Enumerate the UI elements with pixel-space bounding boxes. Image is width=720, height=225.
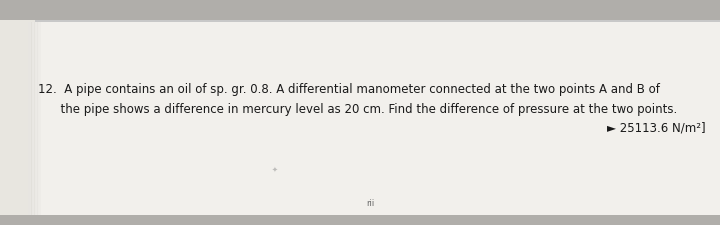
Bar [0, 215, 720, 225]
Text: the pipe shows a difference in mercury level as 20 cm. Find the difference of pr: the pipe shows a difference in mercury l… [38, 104, 678, 117]
Bar [37, 22, 39, 217]
Bar [31, 22, 33, 217]
Bar [0, 0, 35, 225]
Bar [28, 22, 30, 217]
Text: ✦: ✦ [272, 167, 278, 173]
Text: rii: rii [366, 198, 374, 207]
Bar [30, 22, 32, 217]
Bar [35, 22, 37, 217]
Bar [34, 22, 36, 217]
Bar [0, 0, 720, 20]
Bar [28, 22, 720, 217]
Text: ► 25113.6 N/m²]: ► 25113.6 N/m²] [608, 122, 706, 135]
Bar [38, 22, 40, 217]
Bar [32, 22, 35, 217]
Text: 12.  A pipe contains an oil of sp. gr. 0.8. A differential manometer connected a: 12. A pipe contains an oil of sp. gr. 0.… [38, 83, 660, 97]
